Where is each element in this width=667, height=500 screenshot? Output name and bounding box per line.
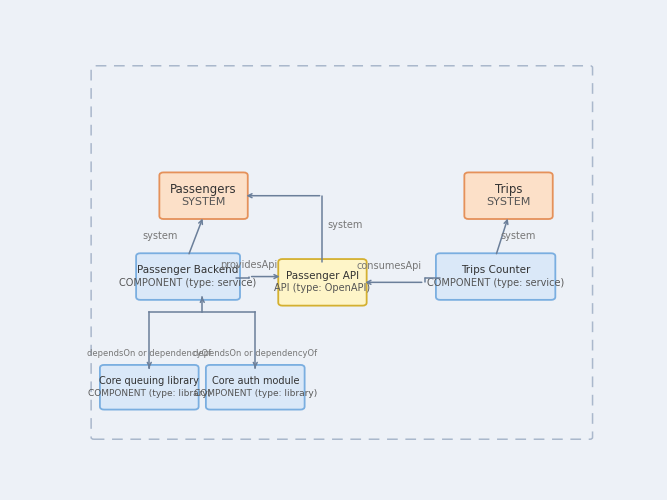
Text: dependsOn or dependencyOf: dependsOn or dependencyOf <box>193 349 317 358</box>
FancyBboxPatch shape <box>278 259 367 306</box>
FancyBboxPatch shape <box>464 172 553 219</box>
Text: Trips Counter: Trips Counter <box>461 266 530 276</box>
Text: dependsOn or dependencyOf: dependsOn or dependencyOf <box>87 349 211 358</box>
Text: Passengers: Passengers <box>170 183 237 196</box>
Text: API (type: OpenAPI): API (type: OpenAPI) <box>274 284 370 294</box>
Text: consumesApi: consumesApi <box>357 261 422 271</box>
Text: system: system <box>142 231 177 241</box>
FancyBboxPatch shape <box>100 365 199 410</box>
FancyBboxPatch shape <box>436 254 556 300</box>
Text: COMPONENT (type: service): COMPONENT (type: service) <box>427 278 564 287</box>
FancyBboxPatch shape <box>159 172 247 219</box>
Text: Passenger API: Passenger API <box>286 271 359 281</box>
Text: providesApi: providesApi <box>220 260 277 270</box>
Text: SYSTEM: SYSTEM <box>486 197 531 207</box>
Text: system: system <box>327 220 363 230</box>
Text: COMPONENT (type: library): COMPONENT (type: library) <box>193 389 317 398</box>
FancyBboxPatch shape <box>136 254 240 300</box>
Text: system: system <box>501 231 536 241</box>
Text: Core queuing library: Core queuing library <box>99 376 199 386</box>
Text: Core auth module: Core auth module <box>211 376 299 386</box>
Text: COMPONENT (type: service): COMPONENT (type: service) <box>119 278 257 287</box>
Text: SYSTEM: SYSTEM <box>181 197 225 207</box>
FancyBboxPatch shape <box>206 365 305 410</box>
Text: Passenger Backend: Passenger Backend <box>137 266 239 276</box>
Text: COMPONENT (type: library): COMPONENT (type: library) <box>87 389 211 398</box>
Text: Trips: Trips <box>495 183 522 196</box>
